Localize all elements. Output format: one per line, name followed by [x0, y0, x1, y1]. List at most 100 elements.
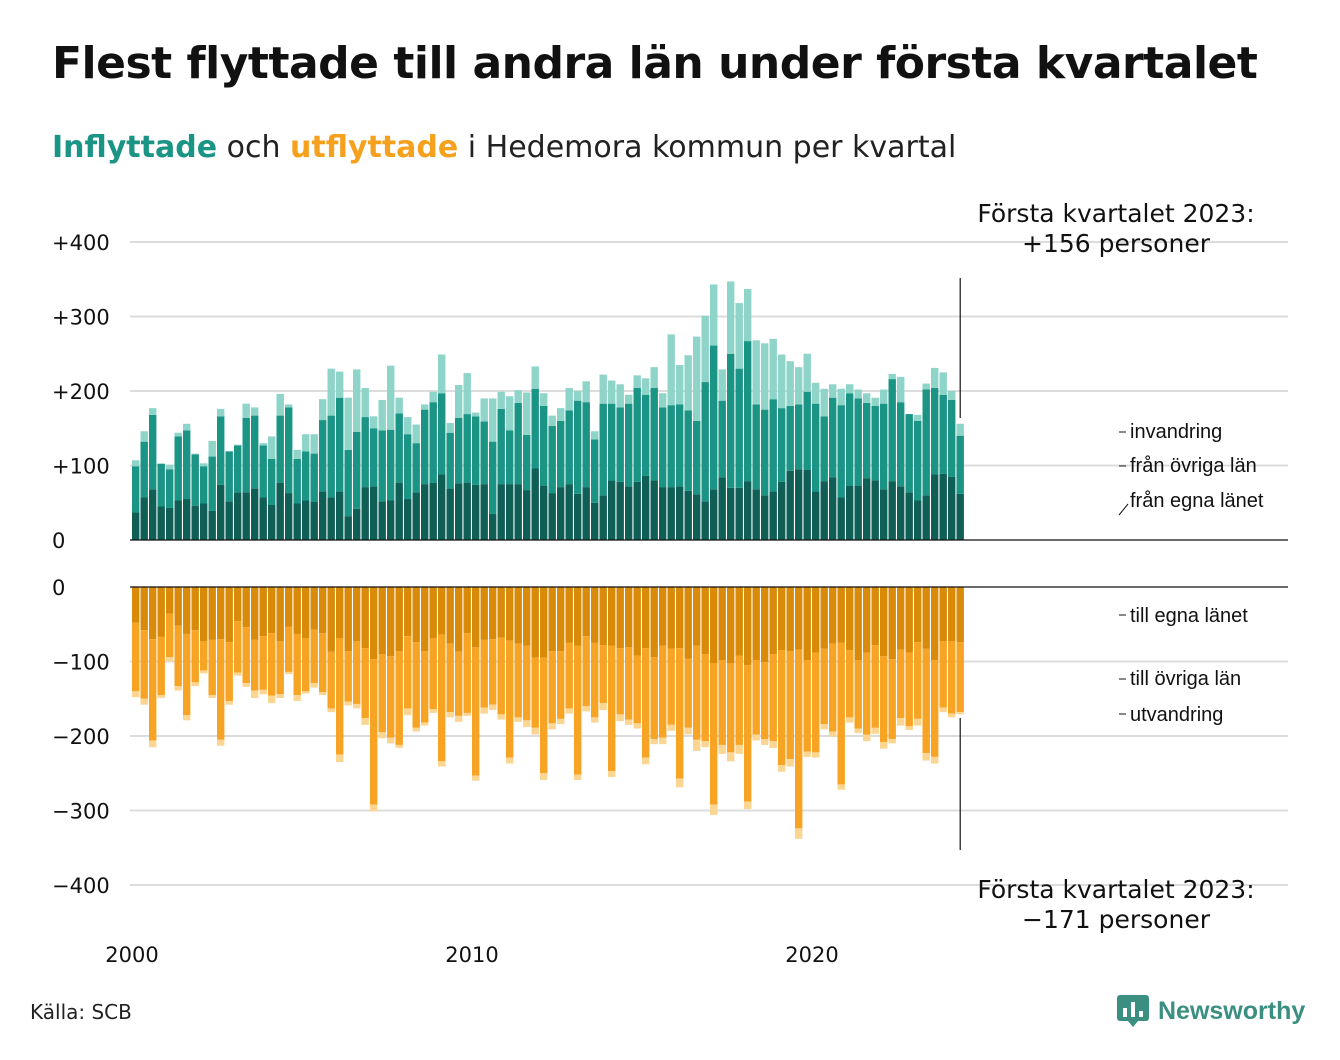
x-tick-label: 2020: [785, 943, 838, 967]
bar-out-emig: [387, 737, 395, 744]
bar-in-imm: [854, 389, 862, 399]
bar-in-imm: [140, 431, 148, 442]
bar-in-other: [888, 379, 896, 482]
bar-out-other: [948, 641, 956, 714]
bar-in-other: [778, 408, 786, 482]
bar-in-other: [361, 417, 369, 488]
bar-out-own: [710, 587, 718, 663]
bar-in-imm: [684, 355, 692, 411]
bar-out-emig: [778, 765, 786, 772]
bar-in-imm: [710, 284, 718, 346]
bar-out-own: [336, 587, 344, 639]
bar-in-own: [370, 486, 378, 540]
gridlines: [130, 241, 1288, 886]
bar-out-other: [200, 641, 208, 671]
bar-out-emig: [302, 691, 310, 694]
bar-out-emig: [319, 692, 327, 696]
bar-in-other: [650, 388, 658, 481]
bar-in-own: [302, 500, 310, 540]
bar-out-emig: [625, 719, 633, 725]
bar-out-emig: [540, 773, 548, 780]
bar-in-own: [132, 512, 140, 540]
bar-in-other: [608, 403, 616, 481]
bar-in-imm: [642, 378, 650, 395]
bar-in-own: [353, 508, 361, 540]
bar-in-other: [387, 429, 395, 501]
bar-in-other: [616, 407, 624, 482]
bar-in-imm: [208, 440, 216, 457]
bar-in-other: [846, 393, 854, 486]
bar-out-other: [871, 645, 879, 728]
bar-out-emig: [795, 828, 803, 839]
bar-in-other: [132, 466, 140, 513]
bar-in-other: [531, 388, 539, 469]
bar-in-imm: [897, 376, 905, 403]
y-tick-label-out: 0: [52, 576, 65, 600]
bar-in-other: [157, 464, 165, 507]
bar-in-other: [259, 445, 267, 498]
bar-out-own: [871, 587, 879, 646]
bar-in-imm: [344, 397, 352, 450]
bar-in-other: [812, 403, 820, 492]
bar-in-other: [744, 341, 752, 482]
bar-out-own: [455, 587, 463, 652]
bar-in-own: [786, 470, 794, 540]
bar-out-other: [676, 648, 684, 779]
bar-out-other: [854, 660, 862, 729]
bar-out-other: [710, 662, 718, 805]
bar-out-emig: [888, 738, 896, 744]
bar-in-own: [761, 495, 769, 540]
bar-in-own: [616, 481, 624, 540]
bar-in-imm: [506, 396, 514, 431]
bar-out-other: [132, 622, 140, 692]
bar-in-imm: [616, 384, 624, 408]
bar-out-emig: [429, 709, 437, 713]
bar-in-other: [795, 404, 803, 470]
bar-out-other: [429, 638, 437, 710]
bar-out-own: [285, 587, 293, 627]
bar-out-emig: [497, 714, 505, 720]
bar-out-emig: [259, 689, 267, 695]
bar-out-other: [718, 660, 726, 745]
bar-out-own: [701, 587, 709, 655]
bar-in-own: [183, 499, 191, 540]
bar-in-other: [463, 414, 471, 483]
bar-out-other: [378, 654, 386, 733]
bar-in-other: [761, 409, 769, 496]
bar-in-imm: [829, 384, 837, 398]
bar-out-own: [582, 587, 590, 637]
bar-in-other: [412, 443, 420, 493]
bar-in-other: [319, 420, 327, 492]
bar-in-own: [540, 485, 548, 540]
bar-in-other: [591, 439, 599, 503]
bar-out-own: [251, 587, 259, 640]
bar-in-own: [531, 468, 539, 540]
bar-out-other: [259, 636, 267, 690]
bar-in-own: [642, 475, 650, 540]
bar-in-other: [803, 391, 811, 470]
bar-in-imm: [523, 392, 531, 435]
bar-in-imm: [302, 434, 310, 452]
bar-out-own: [344, 587, 352, 652]
bar-in-other: [183, 430, 191, 500]
bar-out-other: [769, 654, 777, 742]
bar-out-other: [786, 651, 794, 760]
bar-in-imm: [633, 375, 641, 389]
bar-in-imm: [480, 398, 488, 422]
bar-in-imm: [846, 384, 854, 394]
bar-in-own: [710, 489, 718, 540]
bar-in-imm: [336, 371, 344, 398]
bar-in-own: [548, 493, 556, 540]
bar-out-own: [506, 587, 514, 641]
bar-in-own: [446, 488, 454, 540]
bar-out-other: [574, 645, 582, 775]
bar-in-own: [208, 510, 216, 540]
bar-in-imm: [166, 464, 174, 470]
bar-in-imm: [327, 368, 335, 416]
bar-out-own: [557, 587, 565, 652]
bar-out-emig: [565, 708, 573, 714]
bar-out-own: [132, 587, 140, 623]
bar-out-other: [922, 648, 930, 754]
bar-out-own: [183, 587, 191, 634]
bar-in-other: [786, 405, 794, 471]
